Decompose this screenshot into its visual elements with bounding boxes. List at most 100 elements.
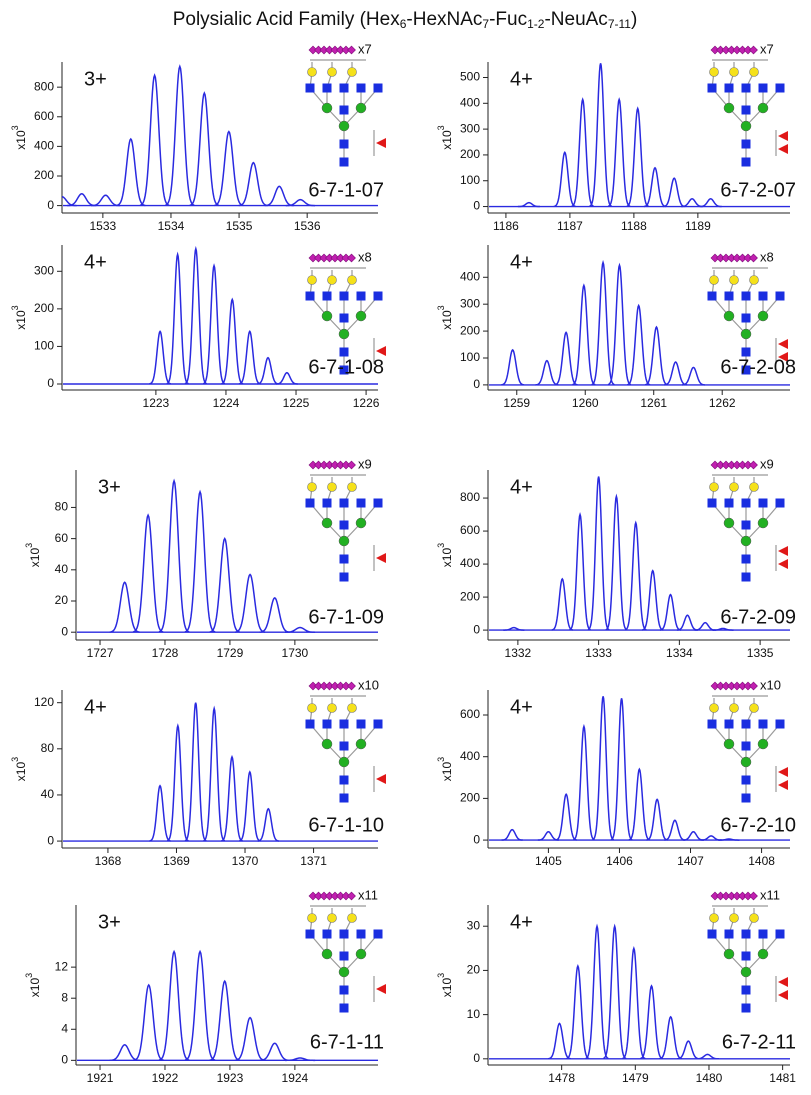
title-subscript: 7-11 [608,17,631,31]
composition-label: 6-7-1-10 [308,814,384,836]
peak [189,91,220,207]
y-axis-label-base: x10 [28,978,42,998]
fucose [376,774,386,784]
galactose [709,482,719,492]
title-text: Polysialic Acid Family (Hex [173,9,400,30]
charge-state: 3+ [84,68,107,90]
galactose [347,275,357,285]
peak [591,259,615,386]
y-axis-label-exponent: 3 [10,125,20,130]
peak [214,130,244,207]
glcnac [707,498,717,508]
peak [221,754,243,842]
peak [158,478,190,633]
fucose [778,767,788,777]
y-tick-label: 30 [467,918,481,932]
glycan-multiplier: x11 [760,887,780,902]
y-tick-label: 400 [460,269,480,283]
glcnac [741,741,751,751]
peak [700,835,722,841]
mannose [338,756,350,768]
y-tick-label: 0 [473,1051,480,1065]
glcnac [724,291,734,301]
galactose [729,913,739,923]
glcnac [775,929,785,939]
y-tick-label: 60 [55,531,69,545]
y-tick-label: 400 [34,139,54,153]
y-tick-label: 200 [460,791,480,805]
peak [166,723,189,842]
peak [238,330,261,385]
peak [712,627,734,631]
fucose [778,546,788,556]
y-tick-label: 200 [34,168,54,182]
y-tick-label: 200 [460,147,480,161]
mannose [740,328,752,340]
composition-label: 6-7-2-08 [720,356,796,378]
peak [571,97,594,208]
galactose [709,913,719,923]
x-tick-label: 1924 [282,1071,309,1085]
y-axis-label-base: x10 [440,130,454,150]
x-tick-label: 1335 [747,646,774,660]
mannose [757,948,769,960]
glcnac [322,291,332,301]
glcnac [305,83,315,93]
y-axis-label: x103 [436,973,454,997]
glcnac [724,498,734,508]
peak [694,621,716,631]
peak [164,64,195,206]
y-axis-label: x103 [24,543,42,567]
glycan-multiplier: x11 [358,887,378,902]
y-axis-label: x103 [10,125,28,149]
galactose [347,67,357,77]
glcnac [724,83,734,93]
fucose [778,131,788,141]
x-tick-label: 1922 [152,1071,179,1085]
peak [551,577,573,631]
mannose [723,517,735,529]
glcnac [339,793,349,803]
y-axis-label-exponent: 3 [24,973,34,978]
y-tick-label: 0 [47,198,54,212]
glcnac [741,572,751,582]
y-axis-label: x103 [436,757,454,781]
glcnac [339,157,349,167]
peak [607,97,631,208]
peak [166,251,189,385]
peak [553,150,576,208]
y-tick-label: 40 [55,562,69,576]
peak [646,798,668,841]
x-tick-label: 1186 [493,219,519,233]
y-axis-label-base: x10 [14,130,28,150]
glcnac [339,775,349,785]
galactose [327,275,337,285]
galactose [307,482,317,492]
y-tick-label: 600 [34,109,54,123]
glcnac [758,291,768,301]
glcnac [707,929,717,939]
peak [61,195,77,207]
glcnac [741,1003,751,1013]
x-tick-label: 1260 [572,396,599,410]
composition-label: 6-7-2-11 [722,1031,796,1053]
fucose [778,780,788,790]
y-tick-label: 4 [61,1021,68,1035]
mannose [355,310,367,322]
peak [585,923,609,1060]
y-axis-label-base: x10 [14,310,28,330]
mannose [740,966,752,978]
glcnac [758,498,768,508]
peak [149,784,171,842]
title-text: -Fuc [489,9,527,30]
peak [209,537,240,633]
y-tick-label: 200 [460,589,480,603]
y-tick-label: 400 [460,95,480,109]
y-axis-label: x103 [436,125,454,149]
glcnac [741,313,751,323]
peak [554,331,578,386]
glcnac [758,83,768,93]
glcnac [741,719,751,729]
glcnac [741,139,751,149]
peak [605,493,628,631]
